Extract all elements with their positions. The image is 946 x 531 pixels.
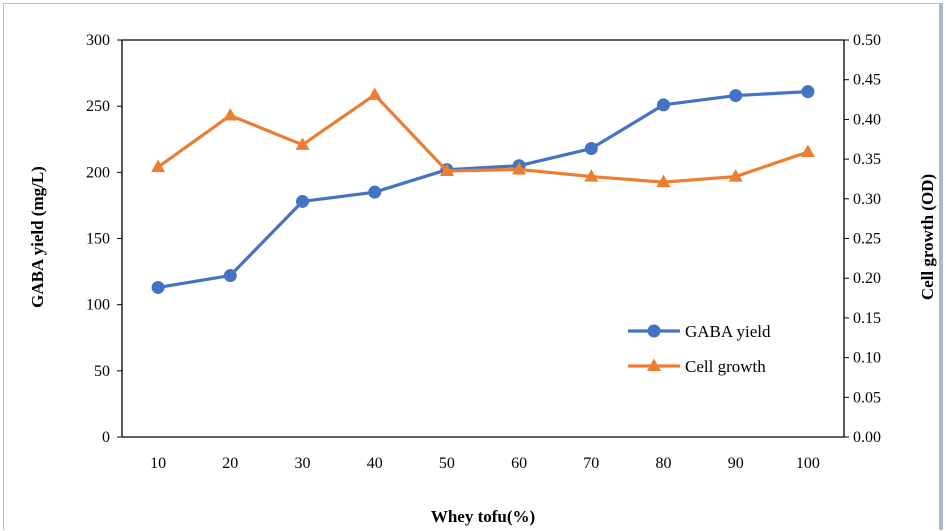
data-point-circle [801,85,815,99]
right-tick-label: 0.20 [853,270,881,287]
left-tick-label: 0 [102,429,110,446]
x-tick-label: 80 [656,455,672,472]
data-point-circle [151,280,165,294]
series-cell-growth [151,87,815,188]
data-point-triangle [439,163,454,177]
data-point-circle [584,142,598,156]
x-axis-title: Whey tofu(%) [431,507,535,526]
right-tick-label: 0.40 [853,111,881,128]
x-tick-label: 30 [295,455,311,472]
right-tick-label: 0.25 [853,231,881,248]
data-point-triangle [223,107,238,121]
left-tick-label: 250 [86,98,110,115]
frame-border [3,3,943,530]
right-tick-label: 0.50 [853,32,881,49]
data-point-triangle [728,169,743,182]
x-tick-label: 20 [222,455,238,472]
data-point-circle [223,269,237,283]
left-tick-label: 50 [94,363,110,380]
legend: GABA yield Cell growth [628,322,771,376]
series-line [157,93,809,184]
data-point-triangle [656,174,671,188]
x-tick-label: 40 [367,455,383,472]
x-tick-label: 10 [150,455,166,472]
data-point-triangle [295,137,310,150]
series-layer [151,85,815,294]
x-tick-label: 70 [583,455,599,472]
right-tick-label: 0.35 [853,151,881,168]
legend-label: GABA yield [685,322,771,341]
legend-marker-circle [647,324,661,338]
data-point-circle [296,194,309,208]
left-axis-ticks: 0 50 100 150 200 250 300 [86,32,122,446]
x-axis-ticks: 10 20 30 40 50 60 70 80 90 100 [150,455,820,472]
data-point-triangle [367,87,382,100]
left-axis-title: GABA yield (mg/L) [28,166,47,308]
data-point-circle [368,185,382,199]
right-tick-label: 0.30 [853,191,881,208]
x-tick-label: 60 [511,455,527,472]
left-tick-label: 200 [86,164,110,181]
data-point-triangle [800,144,815,157]
right-tick-label: 0.15 [853,310,881,327]
right-axis-ticks: 0.00 0.05 0.10 0.15 0.20 0.25 0.30 0.35 0.40 0.45… [844,32,881,446]
data-point-circle [729,89,743,103]
right-axis-title: Cell growth (OD) [918,174,937,300]
left-tick-label: 150 [86,231,110,248]
right-tick-label: 0.00 [853,429,881,446]
data-point-circle [657,98,670,112]
right-tick-label: 0.05 [853,389,881,406]
legend-marker-triangle [647,358,661,371]
data-point-triangle [584,169,599,182]
x-tick-label: 90 [728,455,744,472]
series-line [157,90,808,290]
data-point-triangle [151,159,166,173]
series-gaba-yield [151,85,815,294]
data-point-triangle [512,161,527,175]
x-tick-label: 100 [796,455,820,472]
left-tick-label: 300 [86,32,110,49]
x-tick-label: 50 [439,455,455,472]
left-tick-label: 100 [86,297,110,314]
legend-label: Cell growth [685,357,766,376]
right-tick-label: 0.10 [853,350,881,367]
right-tick-label: 0.45 [853,72,881,89]
